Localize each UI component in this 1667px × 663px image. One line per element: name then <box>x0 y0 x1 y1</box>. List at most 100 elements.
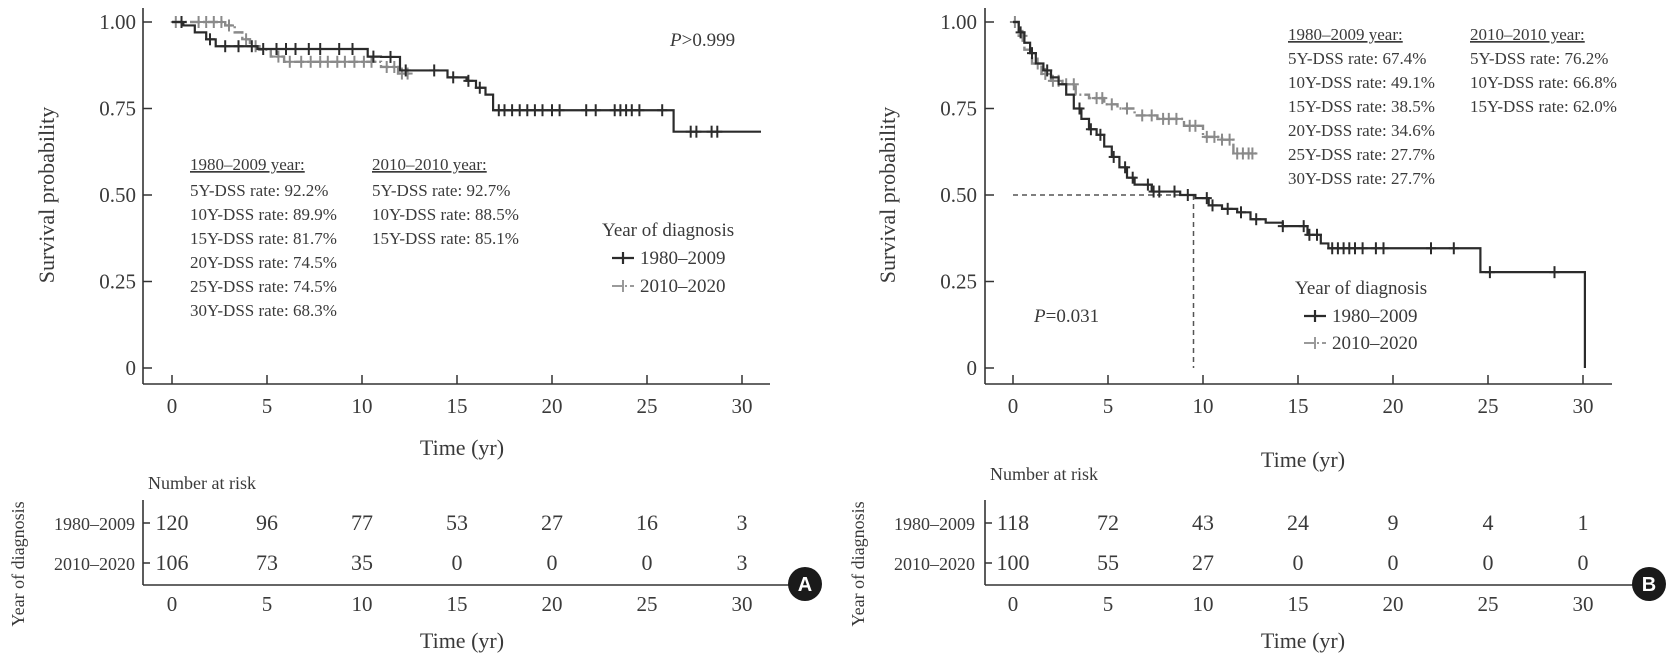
censor-mark <box>1120 161 1131 174</box>
censor-mark <box>634 104 645 117</box>
risk-count: 0 <box>1388 550 1399 575</box>
risk-table-title: Number at risk <box>990 464 1098 484</box>
annotation-line: 5Y-DSS rate: 92.7% <box>372 181 510 200</box>
risk-x-tick-label: 30 <box>732 592 753 616</box>
censor-mark <box>400 64 411 77</box>
x-axis-title-a: Time (yr) <box>420 435 504 460</box>
x-tick-label: 30 <box>1573 394 1594 418</box>
risk-table-y-title: Year of diagnosis <box>8 501 28 626</box>
annotation-header: 2010–2010 year: <box>1470 25 1585 44</box>
annotation-line: 10Y-DSS rate: 89.9% <box>190 205 337 224</box>
censor-mark <box>305 55 316 68</box>
y-tick-label: 0.75 <box>940 97 977 121</box>
risk-x-tick-label: 0 <box>1008 592 1019 616</box>
risk-count: 24 <box>1287 510 1309 535</box>
x-axis-title-b: Time (yr) <box>1261 447 1345 472</box>
risk-count: 4 <box>1483 510 1494 535</box>
censor-mark <box>220 40 231 53</box>
annotation-header: 1980–2009 year: <box>190 155 305 174</box>
risk-x-tick-label: 5 <box>262 592 273 616</box>
risk-x-tick-label: 30 <box>1573 592 1594 616</box>
censor-mark <box>1106 98 1117 111</box>
risk-x-tick-label: 15 <box>447 592 468 616</box>
censor-mark <box>385 50 396 63</box>
risk-count: 3 <box>737 510 748 535</box>
risk-count: 9 <box>1388 510 1399 535</box>
censor-mark <box>349 55 360 68</box>
risk-count: 35 <box>351 550 373 575</box>
censor-mark <box>1137 109 1148 122</box>
censor-mark <box>1209 130 1220 143</box>
censor-mark <box>1171 112 1182 125</box>
panel-label-text: A <box>798 574 812 596</box>
legend-item-2010-2020: 2010–2020 <box>612 276 726 297</box>
risk-count: 0 <box>1483 550 1494 575</box>
censor-mark <box>657 104 668 117</box>
annotation-line: 20Y-DSS rate: 74.5% <box>190 253 337 272</box>
p-value-b: P=0.031 <box>1033 306 1099 327</box>
x-tick-label: 0 <box>167 394 178 418</box>
risk-count: 0 <box>1578 550 1589 575</box>
annotation-line: 15Y-DSS rate: 85.1% <box>372 229 519 248</box>
risk-count: 77 <box>351 510 373 535</box>
y-tick-label: 1.00 <box>99 10 136 34</box>
annotation-line: 25Y-DSS rate: 27.7% <box>1288 145 1435 164</box>
risk-group-label: 1980–2009 <box>894 514 975 534</box>
censor-mark <box>590 104 601 117</box>
risk-count: 100 <box>997 550 1030 575</box>
censor-mark <box>281 42 291 55</box>
y-tick-label: 0.75 <box>99 97 136 121</box>
y-tick-label: 0 <box>967 356 978 380</box>
x-tick-label: 10 <box>352 394 373 418</box>
censor-mark <box>296 55 307 68</box>
km-step-line <box>172 20 761 133</box>
legend-label: 1980–2009 <box>1332 306 1418 327</box>
panel-label-a: A <box>788 567 822 601</box>
censor-mark <box>339 55 350 68</box>
risk-group-label: 2010–2020 <box>894 554 975 574</box>
x-tick-label: 15 <box>447 394 468 418</box>
risk-table-b: Number at risk Year of diagnosis 1980–20… <box>848 464 1636 653</box>
censor-mark <box>581 104 592 117</box>
annotation-line: 5Y-DSS rate: 76.2% <box>1470 49 1608 68</box>
risk-group-label: 2010–2020 <box>54 554 135 574</box>
annotation-line: 15Y-DSS rate: 81.7% <box>190 229 337 248</box>
risk-x-tick-label: 25 <box>1478 592 1499 616</box>
risk-count: 120 <box>156 510 189 535</box>
km-step-line <box>1013 20 1257 155</box>
censor-mark <box>315 42 326 55</box>
legend-label: 2010–2020 <box>640 276 726 297</box>
censor-mark <box>1312 228 1322 241</box>
legend-b: Year of diagnosis 1980–2009 2010–2020 <box>1295 278 1427 354</box>
risk-x-tick-label: 10 <box>352 592 373 616</box>
y-axis-title-b: Survival probability <box>875 107 900 284</box>
legend-label: 1980–2009 <box>640 248 726 269</box>
x-tick-label: 5 <box>262 394 273 418</box>
censor-mark <box>1108 150 1119 163</box>
risk-count: 3 <box>737 550 748 575</box>
censor-mark <box>1127 171 1138 184</box>
annotation-line: 10Y-DSS rate: 88.5% <box>372 205 519 224</box>
censor-mark <box>474 81 485 94</box>
risk-count: 27 <box>541 510 563 535</box>
x-tick-label: 20 <box>542 394 563 418</box>
censor-mark <box>258 42 269 55</box>
risk-count: 0 <box>547 550 558 575</box>
risk-count: 118 <box>997 510 1029 535</box>
x-tick-label: 5 <box>1103 394 1114 418</box>
censor-mark <box>246 40 257 53</box>
censor-mark <box>1549 266 1560 279</box>
legend-item-1980-2009: 1980–2009 <box>612 248 726 269</box>
censor-mark <box>1201 192 1212 205</box>
censor-mark <box>554 104 565 117</box>
risk-table-a: Number at risk Year of diagnosis 1980–20… <box>8 473 790 653</box>
censor-mark <box>1298 220 1309 233</box>
censor-mark <box>1236 206 1246 219</box>
censor-mark <box>176 16 187 28</box>
censor-mark <box>429 64 440 77</box>
risk-count: 43 <box>1192 510 1214 535</box>
y-tick-label: 0 <box>126 356 137 380</box>
censor-mark <box>1074 102 1085 115</box>
risk-count: 96 <box>256 510 278 535</box>
